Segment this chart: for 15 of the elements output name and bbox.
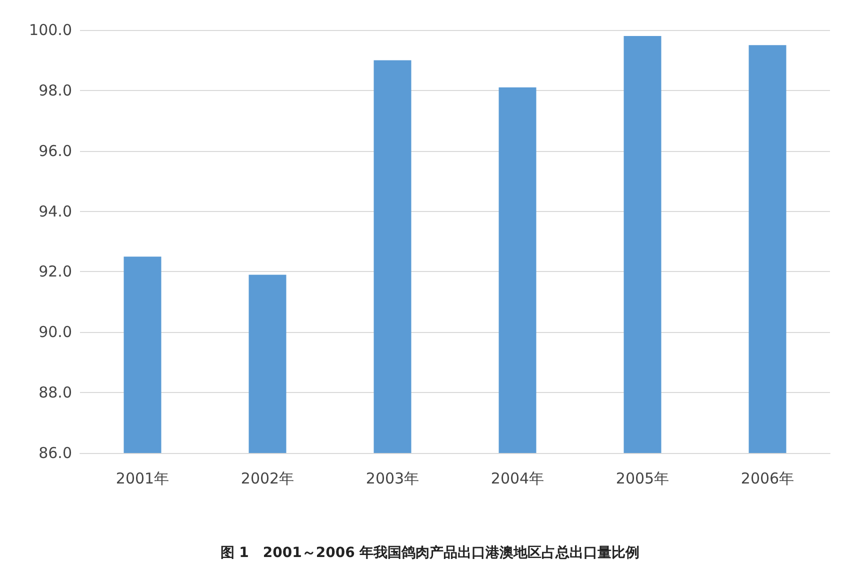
x-tick-label: 2005年 xyxy=(616,470,670,488)
y-tick-label: 94.0 xyxy=(38,202,72,220)
x-tick-label: 2003年 xyxy=(366,470,420,488)
y-tick-label: 100.0 xyxy=(29,21,72,39)
x-tick-label: 2001年 xyxy=(116,470,170,488)
y-tick-label: 88.0 xyxy=(38,384,72,402)
y-tick-label: 90.0 xyxy=(38,323,72,342)
y-tick-label: 96.0 xyxy=(38,142,72,160)
text: 图 1 2001～2006 年我国鸽肉产品出口港澳地区占总出口量比例 xyxy=(220,544,640,561)
x-tick-label: 2004年 xyxy=(490,470,544,488)
x-tick-label: 2006年 xyxy=(740,470,794,488)
y-tick-label: 86.0 xyxy=(38,444,72,462)
x-tick-label: 2002年 xyxy=(240,470,294,488)
y-tick-label: 98.0 xyxy=(38,81,72,100)
y-tick-label: 92.0 xyxy=(38,262,72,281)
